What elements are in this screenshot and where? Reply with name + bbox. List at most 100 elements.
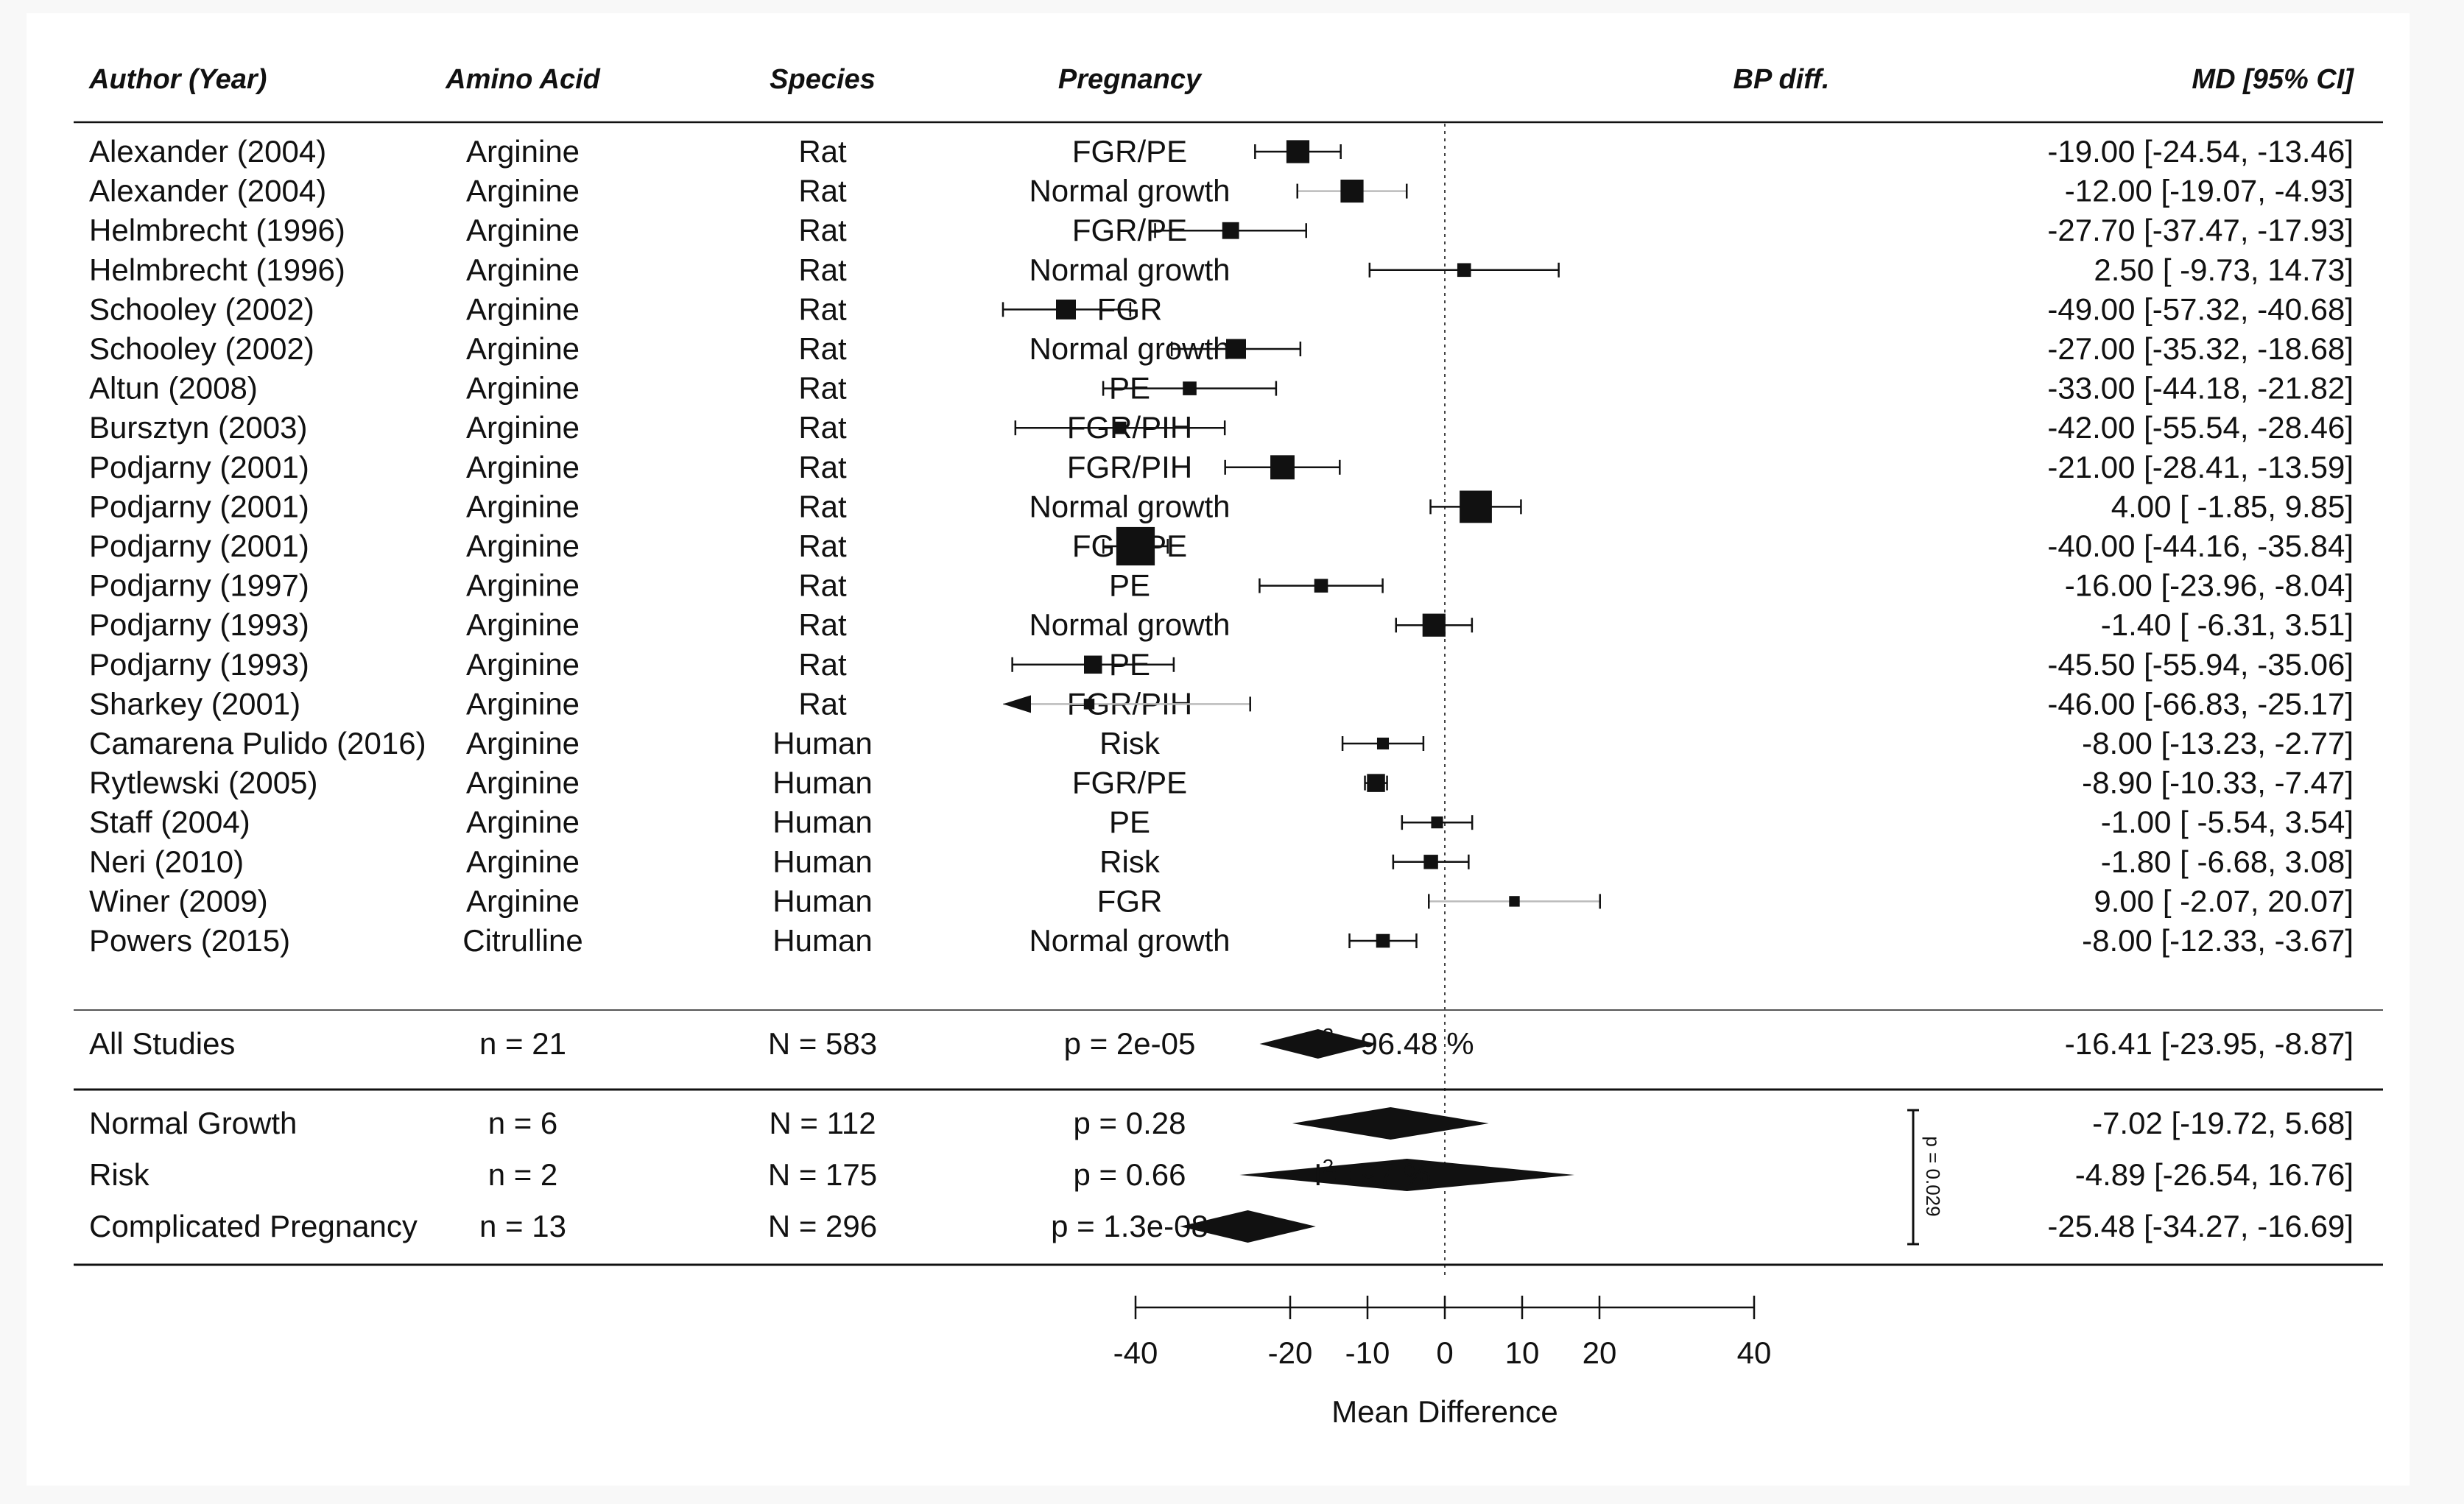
study-md-ci: -1.00 [ -5.54, 3.54] bbox=[2101, 805, 2354, 839]
x-axis-tick-label: 20 bbox=[1583, 1335, 1617, 1370]
study-md-ci: -27.00 [-35.32, -18.68] bbox=[2047, 331, 2354, 366]
study-md-ci: -1.80 [ -6.68, 3.08] bbox=[2101, 844, 2354, 879]
study-point bbox=[1431, 816, 1443, 829]
study-pregnancy: FGR/PE bbox=[1072, 134, 1187, 169]
study-amino-acid: Citrulline bbox=[462, 923, 582, 958]
study-point bbox=[1222, 222, 1239, 239]
x-axis-tick-label: -40 bbox=[1113, 1335, 1158, 1370]
study-point bbox=[1509, 896, 1520, 907]
study-species: Human bbox=[772, 805, 872, 839]
study-author: Winer (2009) bbox=[89, 883, 268, 918]
header-md-ci: MD [95% CI] bbox=[2192, 64, 2354, 95]
study-md-ci: 9.00 [ -2.07, 20.07] bbox=[2094, 883, 2354, 918]
study-pregnancy: Normal growth bbox=[1029, 923, 1230, 958]
study-author: Sharkey (2001) bbox=[89, 686, 300, 721]
study-md-ci: -42.00 [-55.54, -28.46] bbox=[2047, 410, 2354, 445]
study-md-ci: -40.00 [-44.16, -35.84] bbox=[2047, 529, 2354, 563]
study-author: Podjarny (1997) bbox=[89, 568, 309, 603]
subgroup-n: n = 2 bbox=[488, 1157, 558, 1192]
subgroup-n: n = 13 bbox=[479, 1209, 566, 1243]
study-point bbox=[1083, 699, 1095, 710]
overall-md-ci: -16.41 [-23.95, -8.87] bbox=[2065, 1026, 2354, 1061]
study-amino-acid: Arginine bbox=[466, 450, 580, 484]
study-point bbox=[1116, 526, 1155, 566]
study-amino-acid: Arginine bbox=[466, 489, 580, 523]
study-species: Rat bbox=[798, 647, 847, 682]
subgroup-md-ci: -25.48 [-34.27, -16.69] bbox=[2047, 1209, 2354, 1243]
study-md-ci: -21.00 [-28.41, -13.59] bbox=[2047, 450, 2354, 484]
study-author: Rytlewski (2005) bbox=[89, 766, 317, 800]
subgroup-N: N = 175 bbox=[768, 1157, 877, 1192]
study-species: Human bbox=[772, 726, 872, 760]
subgroup-N: N = 296 bbox=[768, 1209, 877, 1243]
study-species: Human bbox=[772, 883, 872, 918]
subgroup-label: Risk bbox=[89, 1157, 150, 1192]
study-amino-acid: Arginine bbox=[466, 371, 580, 406]
x-axis-tick-label: 10 bbox=[1505, 1335, 1540, 1370]
study-author: Staff (2004) bbox=[89, 805, 250, 839]
study-author: Altun (2008) bbox=[89, 371, 258, 406]
x-axis-tick-label: -20 bbox=[1268, 1335, 1313, 1370]
overall-diamond bbox=[1259, 1029, 1376, 1059]
study-md-ci: 4.00 [ -1.85, 9.85] bbox=[2111, 489, 2354, 523]
study-amino-acid: Arginine bbox=[466, 883, 580, 918]
study-amino-acid: Arginine bbox=[466, 568, 580, 603]
study-pregnancy: Risk bbox=[1099, 844, 1161, 879]
study-species: Rat bbox=[798, 568, 847, 603]
study-pregnancy: PE bbox=[1109, 568, 1150, 603]
study-md-ci: -46.00 [-66.83, -25.17] bbox=[2047, 686, 2354, 721]
study-md-ci: -45.50 [-55.94, -35.06] bbox=[2047, 647, 2354, 682]
study-amino-acid: Arginine bbox=[466, 607, 580, 642]
overall-p: p = 2e-05 bbox=[1064, 1026, 1196, 1061]
study-point bbox=[1183, 381, 1197, 395]
study-md-ci: -8.90 [-10.33, -7.47] bbox=[2082, 766, 2354, 800]
study-author: Helmbrecht (1996) bbox=[89, 213, 345, 247]
overall-label: All Studies bbox=[89, 1026, 235, 1061]
study-md-ci: -33.00 [-44.18, -21.82] bbox=[2047, 371, 2354, 406]
study-md-ci: -1.40 [ -6.31, 3.51] bbox=[2101, 607, 2354, 642]
study-amino-acid: Arginine bbox=[466, 726, 580, 760]
study-author: Alexander (2004) bbox=[89, 174, 326, 208]
study-author: Schooley (2002) bbox=[89, 331, 314, 366]
study-species: Rat bbox=[798, 174, 847, 208]
study-author: Camarena Pulido (2016) bbox=[89, 726, 426, 760]
study-author: Bursztyn (2003) bbox=[89, 410, 307, 445]
study-species: Rat bbox=[798, 607, 847, 642]
study-point bbox=[1376, 933, 1390, 948]
study-md-ci: -49.00 [-57.32, -40.68] bbox=[2047, 292, 2354, 326]
subgroup-diamond bbox=[1239, 1159, 1574, 1191]
study-pregnancy: Normal growth bbox=[1029, 489, 1230, 523]
study-species: Human bbox=[772, 766, 872, 800]
study-amino-acid: Arginine bbox=[466, 331, 580, 366]
x-axis-tick-label: -10 bbox=[1345, 1335, 1390, 1370]
subgroup-label: Complicated Pregnancy bbox=[89, 1209, 418, 1243]
subgroup-md-ci: -7.02 [-19.72, 5.68] bbox=[2092, 1106, 2354, 1140]
study-point bbox=[1084, 655, 1102, 674]
study-author: Podjarny (2001) bbox=[89, 529, 309, 563]
subgroup-p: p = 0.66 bbox=[1074, 1157, 1186, 1192]
study-point bbox=[1340, 180, 1364, 203]
study-species: Human bbox=[772, 844, 872, 879]
study-species: Rat bbox=[798, 134, 847, 169]
forest-plot-panel: Author (Year) Amino Acid Species Pregnancy B… bbox=[27, 13, 2410, 1486]
study-point bbox=[1367, 774, 1385, 792]
study-point bbox=[1286, 140, 1310, 163]
study-pregnancy: Risk bbox=[1099, 726, 1161, 760]
study-author: Neri (2010) bbox=[89, 844, 244, 879]
study-md-ci: -19.00 [-24.54, -13.46] bbox=[2047, 134, 2354, 169]
study-amino-acid: Arginine bbox=[466, 174, 580, 208]
study-author: Helmbrecht (1996) bbox=[89, 253, 345, 287]
subgroup-diamond bbox=[1180, 1210, 1316, 1243]
study-species: Rat bbox=[798, 371, 847, 406]
header-author: Author (Year) bbox=[88, 64, 267, 95]
study-species: Rat bbox=[798, 253, 847, 287]
x-axis-tick-label: 0 bbox=[1436, 1335, 1453, 1370]
study-species: Rat bbox=[798, 292, 847, 326]
study-amino-acid: Arginine bbox=[466, 805, 580, 839]
study-author: Podjarny (2001) bbox=[89, 489, 309, 523]
study-species: Rat bbox=[798, 213, 847, 247]
subgroup-i2: I2= 97 % bbox=[1314, 1155, 1431, 1192]
study-md-ci: 2.50 [ -9.73, 14.73] bbox=[2094, 253, 2354, 287]
study-point bbox=[1314, 579, 1328, 593]
